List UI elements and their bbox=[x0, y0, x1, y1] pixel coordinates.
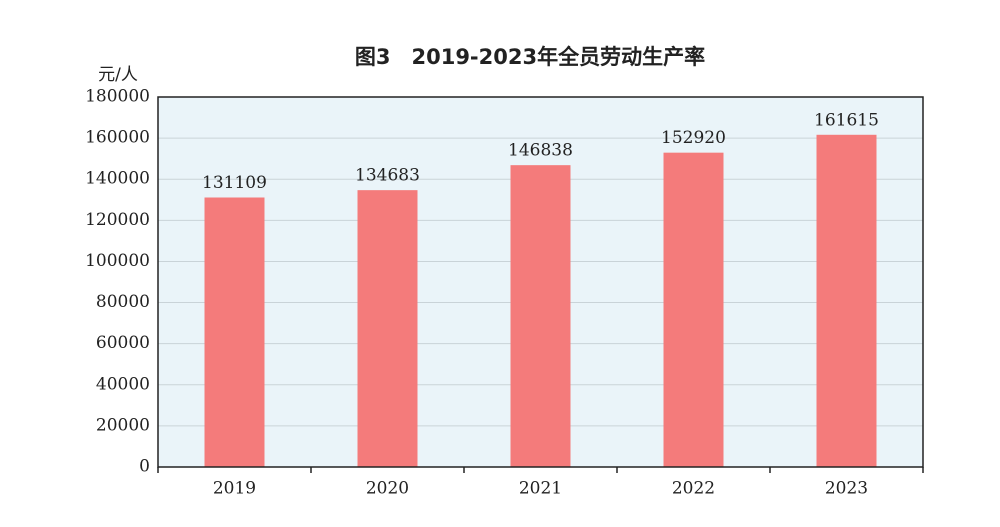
bar bbox=[663, 152, 724, 468]
value-label: 161615 bbox=[814, 110, 879, 130]
plot-border bbox=[157, 96, 924, 468]
x-tick-label: 2020 bbox=[366, 479, 409, 499]
y-tick-label: 100000 bbox=[85, 251, 150, 271]
x-tick-label: 2021 bbox=[519, 479, 562, 499]
y-axis-label: 元/人 bbox=[98, 65, 138, 85]
x-tick-label: 2019 bbox=[213, 479, 256, 499]
bar bbox=[204, 197, 265, 467]
x-tick-label: 2023 bbox=[825, 479, 868, 499]
chart-title: 图3 2019-2023年全员劳动生产率 bbox=[355, 45, 705, 69]
y-tick-label: 60000 bbox=[96, 333, 150, 353]
y-tick-label: 0 bbox=[139, 457, 150, 477]
y-tick-label: 140000 bbox=[85, 169, 150, 189]
value-label: 152920 bbox=[661, 128, 726, 148]
value-label: 134683 bbox=[355, 166, 420, 186]
value-label: 146838 bbox=[508, 141, 573, 161]
y-tick-label: 160000 bbox=[85, 128, 150, 148]
bar bbox=[357, 190, 418, 467]
bar bbox=[510, 165, 571, 468]
x-tick-label: 2022 bbox=[672, 479, 715, 499]
y-tick-label: 120000 bbox=[85, 210, 150, 230]
value-label: 131109 bbox=[202, 173, 267, 193]
y-tick-label: 20000 bbox=[96, 415, 150, 435]
y-tick-label: 40000 bbox=[96, 374, 150, 394]
y-tick-label: 80000 bbox=[96, 292, 150, 312]
y-tick-label: 180000 bbox=[85, 87, 150, 107]
bar bbox=[816, 134, 877, 467]
